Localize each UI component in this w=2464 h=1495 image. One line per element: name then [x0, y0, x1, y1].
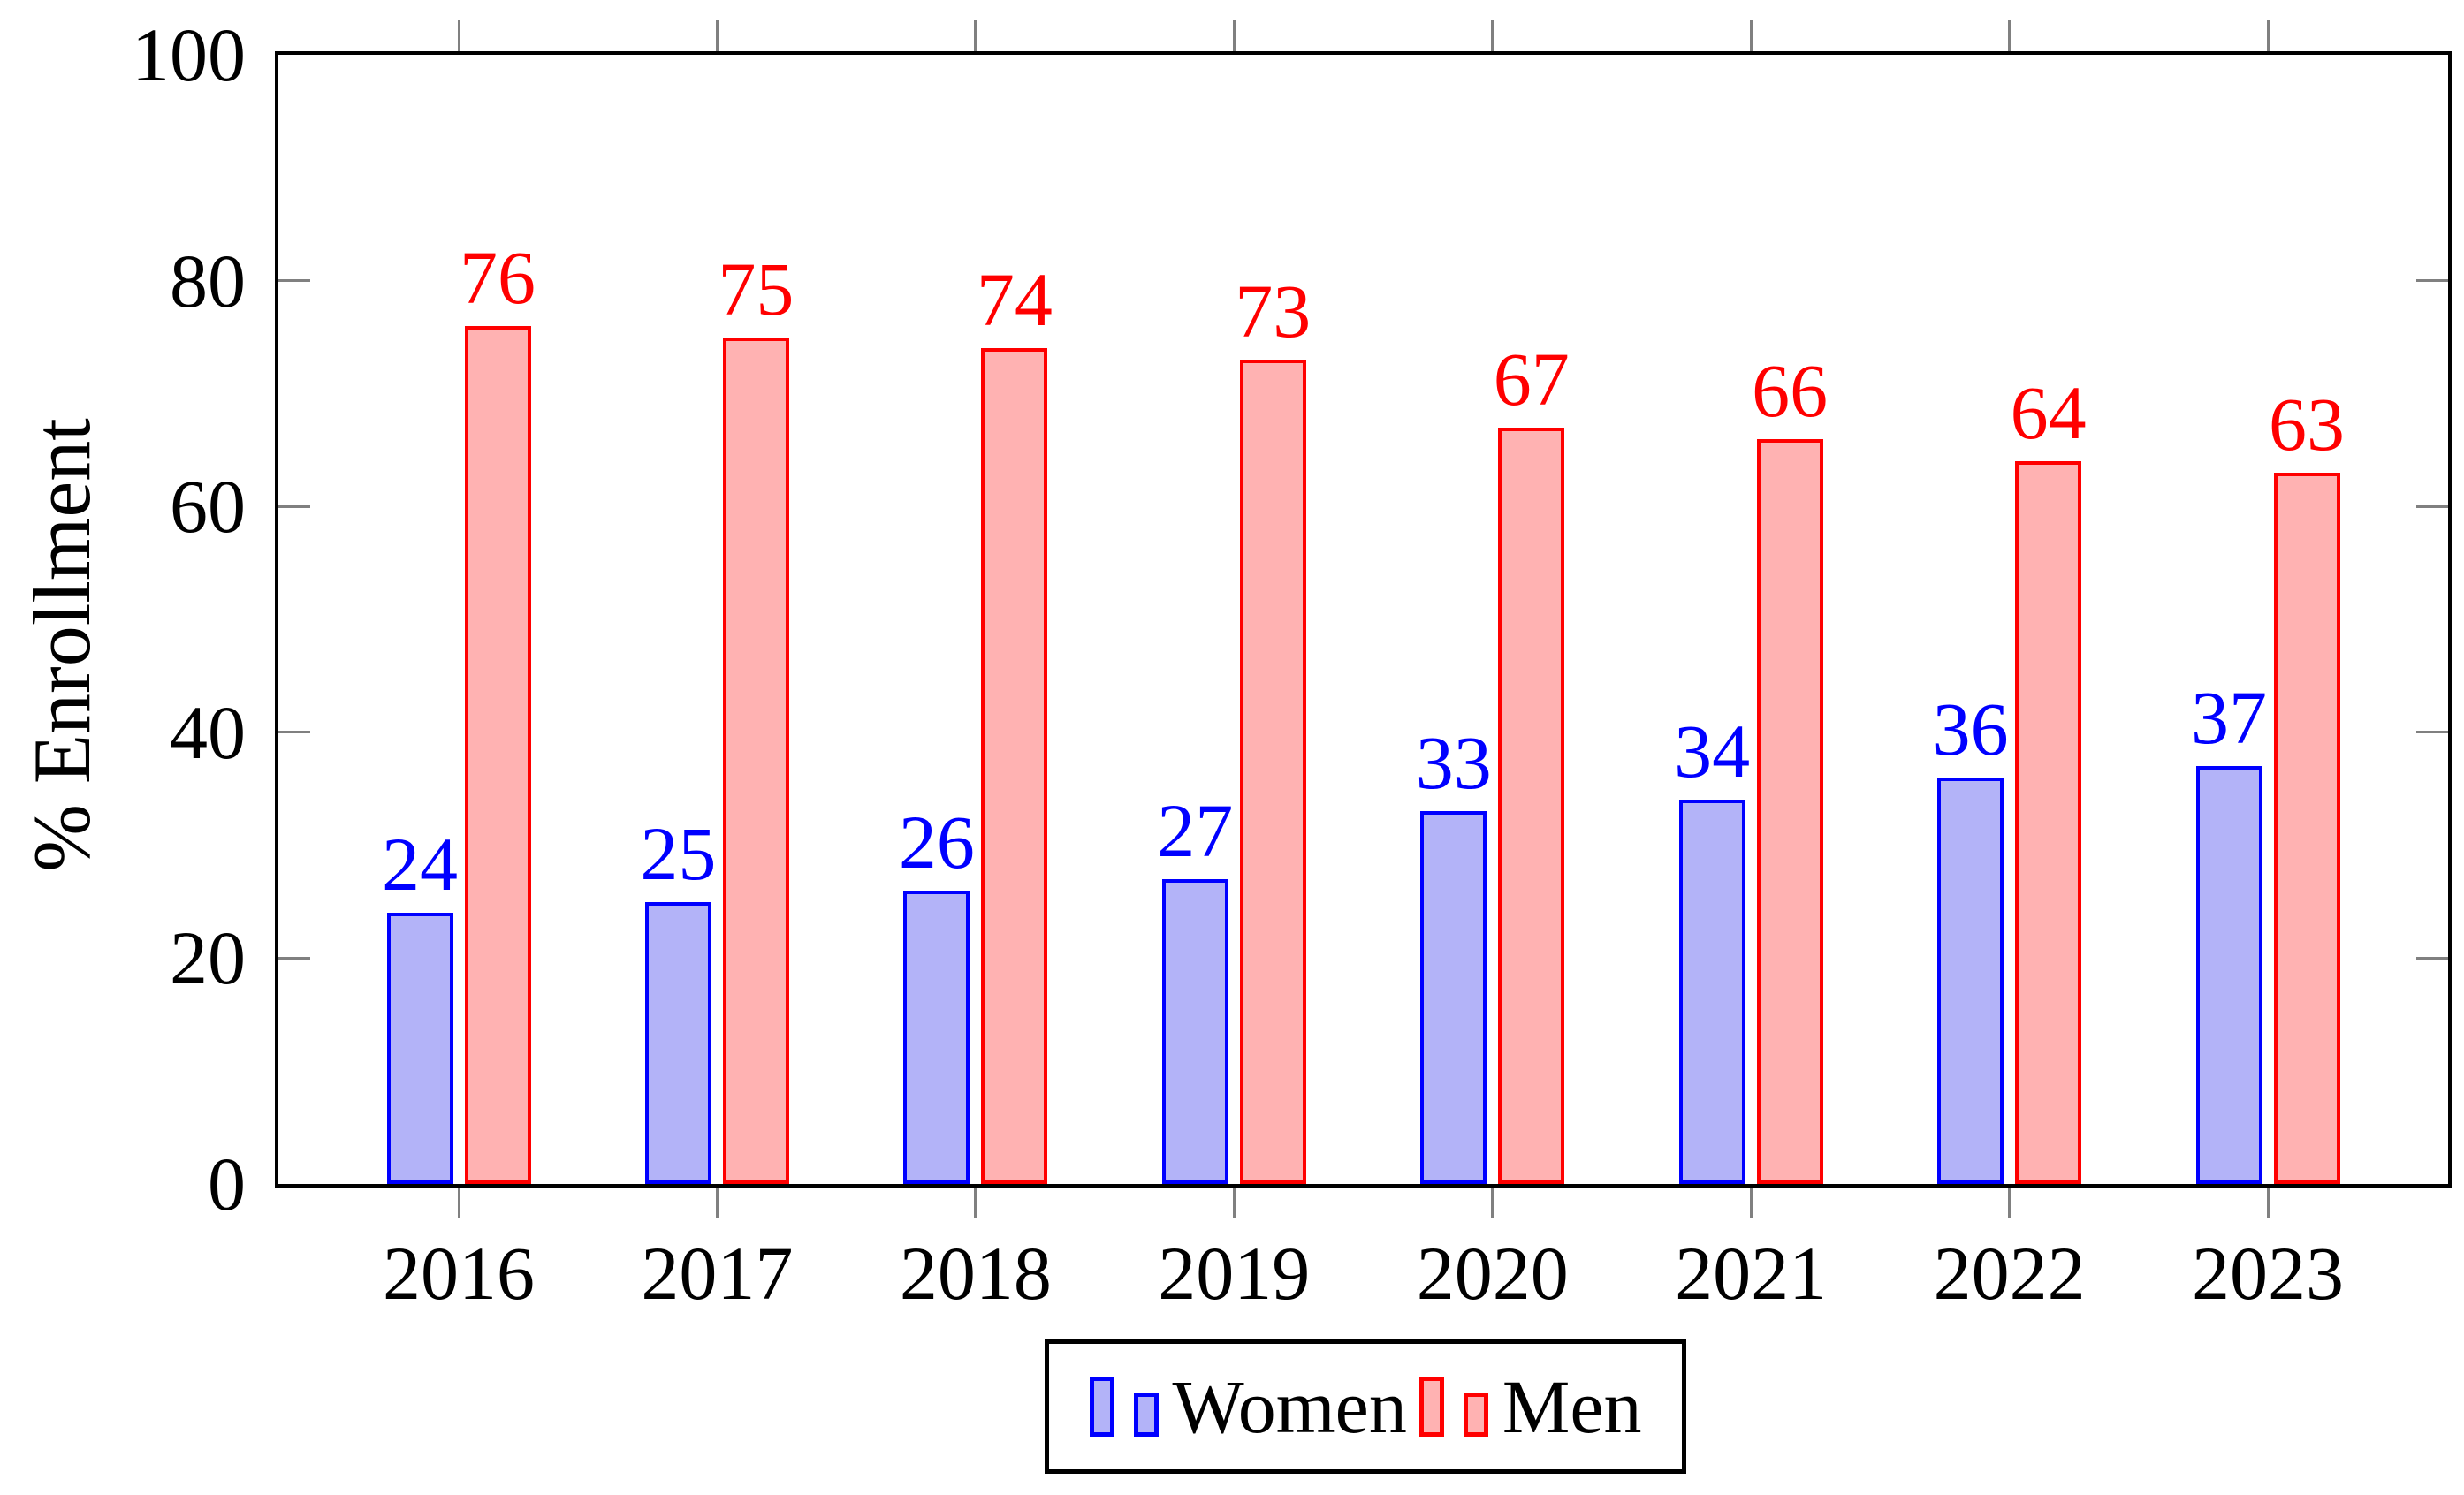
- bar-women-2018: [903, 890, 970, 1184]
- x-tick-mark-bottom: [974, 1188, 977, 1218]
- plot-area: 24 76 25 75 26 74 27 73 33 67 34 66 36 64 37 63: [275, 20, 2452, 1218]
- bar-men-2021: [1756, 438, 1823, 1184]
- bar-men-2019: [1239, 360, 1306, 1184]
- value-label-women-2021: 34: [1674, 709, 1751, 794]
- legend-label-men: Men: [1502, 1364, 1642, 1449]
- bar-women-2021: [1678, 800, 1745, 1184]
- y-tick-mark-left: [278, 956, 310, 960]
- x-tick-label-2020: 2020: [1416, 1231, 1569, 1316]
- y-tick-label: 100: [132, 12, 246, 97]
- y-tick-label: 60: [170, 464, 246, 550]
- value-label-men-2016: 76: [460, 234, 536, 320]
- x-tick-mark-bottom: [1749, 1188, 1753, 1218]
- legend: Women Men: [1045, 1339, 1686, 1474]
- y-tick-mark-right: [2416, 279, 2448, 283]
- y-tick-mark-right: [2416, 731, 2448, 734]
- value-label-women-2022: 36: [1932, 686, 2009, 771]
- bar-women-2023: [2195, 766, 2262, 1184]
- x-tick-mark-bottom: [2008, 1188, 2012, 1218]
- x-tick-mark-bottom: [2266, 1188, 2270, 1218]
- bar-men-2022: [2015, 461, 2082, 1184]
- x-tick-label-2021: 2021: [1675, 1231, 1828, 1316]
- y-tick-label: 0: [208, 1142, 246, 1226]
- bar-men-2017: [722, 337, 789, 1184]
- value-label-women-2023: 37: [2191, 675, 2267, 761]
- x-tick-label-2017: 2017: [641, 1231, 794, 1316]
- bar-men-2020: [1498, 427, 1565, 1184]
- x-tick-mark-top: [715, 20, 719, 51]
- y-tick-label: 80: [170, 238, 246, 323]
- value-label-men-2020: 67: [1493, 336, 1570, 421]
- x-tick-mark-bottom: [1491, 1188, 1494, 1218]
- x-tick-mark-top: [974, 20, 977, 51]
- bar-women-2022: [1937, 777, 2004, 1184]
- legend-bar-short-men: [1463, 1393, 1488, 1437]
- value-label-men-2018: 74: [976, 257, 1053, 343]
- x-tick-mark-top: [2266, 20, 2270, 51]
- y-tick-mark-left: [278, 731, 310, 734]
- x-tick-label-2019: 2019: [1158, 1231, 1311, 1316]
- bar-women-2017: [644, 901, 711, 1184]
- bar-men-2018: [981, 348, 1048, 1184]
- y-tick-mark-left: [278, 505, 310, 508]
- bar-women-2019: [1161, 878, 1228, 1184]
- legend-glyph-women: [1089, 1377, 1159, 1437]
- bar-men-2016: [464, 325, 531, 1184]
- y-tick-mark-left: [278, 279, 310, 283]
- legend-label-women: Women: [1172, 1364, 1407, 1449]
- value-label-men-2022: 64: [2010, 370, 2087, 456]
- value-label-men-2019: 73: [1235, 269, 1312, 354]
- value-label-women-2020: 33: [1415, 720, 1492, 806]
- value-label-men-2023: 63: [2269, 381, 2345, 467]
- x-tick-label-2018: 2018: [899, 1231, 1052, 1316]
- legend-bar-tall-women: [1089, 1377, 1114, 1437]
- bar-women-2016: [386, 913, 453, 1184]
- value-label-women-2019: 27: [1157, 787, 1234, 873]
- x-tick-mark-bottom: [1232, 1188, 1236, 1218]
- x-tick-mark-top: [1232, 20, 1236, 51]
- x-tick-mark-top: [1491, 20, 1494, 51]
- y-tick-mark-right: [2416, 956, 2448, 960]
- y-tick-label: 40: [170, 689, 246, 775]
- x-tick-label-2022: 2022: [1933, 1231, 2086, 1316]
- y-tick-label: 20: [170, 915, 246, 1001]
- x-tick-mark-bottom: [715, 1188, 719, 1218]
- y-tick-mark-right: [2416, 505, 2448, 508]
- value-label-men-2017: 75: [718, 246, 795, 331]
- legend-bar-tall-men: [1418, 1377, 1444, 1437]
- value-label-women-2017: 25: [640, 810, 717, 896]
- value-label-women-2018: 26: [898, 799, 975, 884]
- value-label-men-2021: 66: [1752, 347, 1829, 433]
- value-label-women-2016: 24: [382, 822, 458, 907]
- x-tick-mark-top: [457, 20, 460, 51]
- bar-women-2020: [1420, 811, 1487, 1184]
- x-tick-label-2016: 2016: [383, 1231, 535, 1316]
- legend-glyph-men: [1418, 1377, 1488, 1437]
- bar-men-2023: [2273, 472, 2340, 1184]
- x-tick-mark-top: [1749, 20, 1753, 51]
- x-tick-mark-top: [2008, 20, 2012, 51]
- x-tick-mark-bottom: [457, 1188, 460, 1218]
- x-tick-label-2023: 2023: [2192, 1231, 2344, 1316]
- legend-bar-short-women: [1133, 1393, 1159, 1437]
